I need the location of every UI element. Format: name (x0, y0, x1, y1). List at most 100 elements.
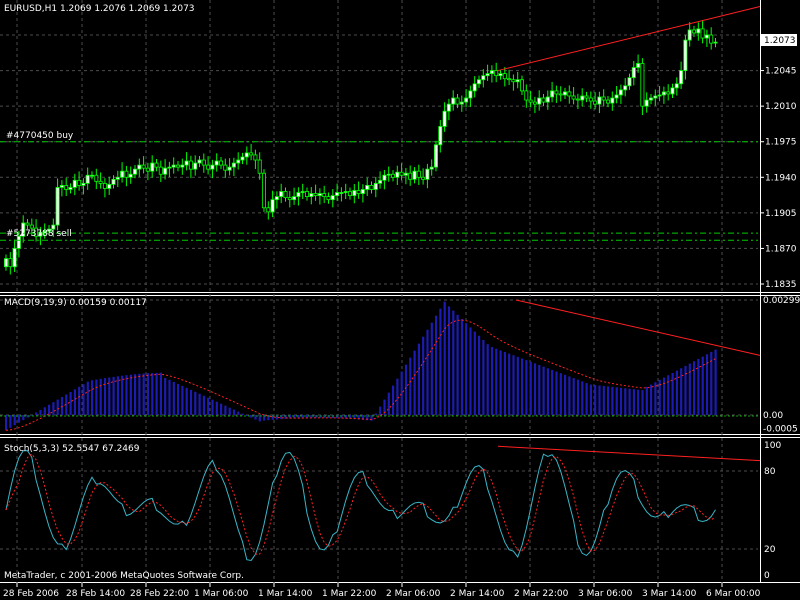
macd-histogram-bar (701, 356, 704, 415)
macd-histogram-bar (207, 397, 210, 415)
candle-body (451, 97, 456, 105)
candle-body (8, 258, 13, 268)
macd-histogram-bar (435, 315, 438, 415)
candle-body (614, 94, 619, 99)
stochastic-trendline (497, 445, 761, 462)
macd-histogram-bar (568, 376, 571, 415)
macd-histogram-bar (589, 384, 592, 415)
candle-body (528, 99, 533, 103)
candle-body (16, 235, 21, 249)
candle-body (197, 159, 202, 164)
candle-body (107, 183, 112, 189)
macd-histogram-bar (69, 391, 72, 415)
candle-body (214, 160, 219, 166)
macd-histogram-bar (211, 399, 214, 415)
candle-body (481, 75, 486, 81)
macd-histogram-bar (263, 415, 266, 421)
candle-body (330, 195, 335, 201)
macd-histogram-bar (658, 379, 661, 415)
macd-histogram-bar (680, 368, 683, 415)
stochastic-pane[interactable] (5, 450, 716, 562)
macd-histogram-bar (490, 347, 494, 415)
macd-histogram-bar (465, 323, 468, 415)
candle-body (489, 70, 494, 75)
candle-body (292, 196, 297, 201)
candle-body (485, 73, 490, 77)
macd-histogram-bar (181, 385, 184, 415)
candle-body (253, 154, 258, 161)
macd-histogram-bar (645, 386, 648, 415)
time-tick-label: 2 Mar 22:00 (514, 589, 569, 599)
price-tick-label: 1.2045 (765, 67, 797, 77)
candle-body (476, 79, 481, 85)
macd-histogram-bar (607, 386, 610, 415)
candle-body (59, 185, 64, 188)
macd-histogram-bar (48, 404, 51, 415)
candle-body (554, 90, 559, 95)
candle-body (244, 152, 249, 158)
macd-trendline (515, 299, 761, 356)
candle-body (141, 164, 146, 169)
candle-body (261, 172, 266, 209)
macd-histogram-bar (469, 327, 472, 415)
time-axis: 28 Feb 2006 28 Feb 14:00 28 Feb 22:00 1 Mar… (3, 583, 761, 599)
candle-body (132, 168, 137, 175)
trendlines[interactable] (497, 6, 761, 462)
macd-histogram-bar (177, 383, 180, 415)
macd-histogram-bar (26, 415, 29, 418)
macd-histogram-bar (142, 373, 145, 415)
candle-body (98, 180, 103, 184)
candle-body (580, 95, 585, 101)
macd-histogram-bar (103, 378, 107, 415)
macd-histogram-bar (585, 382, 588, 415)
macd-histogram-bar (349, 415, 352, 419)
candle-body (25, 222, 30, 226)
candle-body (42, 230, 47, 233)
macd-histogram-bar (675, 370, 678, 415)
macd-histogram-bar (164, 377, 167, 415)
macd-histogram-bar (232, 409, 236, 415)
candle-body (85, 174, 90, 184)
candle-body (584, 95, 589, 99)
current-price-marker (761, 34, 797, 46)
macd-histogram-bar (379, 406, 382, 415)
macd-histogram-bar (271, 415, 274, 420)
macd-histogram-bar (516, 356, 519, 415)
macd-histogram-bar (168, 379, 171, 415)
macd-histogram-bar (78, 386, 81, 415)
macd-histogram-bar (30, 415, 33, 416)
candle-body (128, 173, 133, 178)
candle-body (12, 248, 17, 268)
candle-body (373, 182, 378, 190)
macd-pane[interactable] (0, 301, 758, 431)
candle-body (218, 160, 223, 166)
order-lines[interactable] (0, 141, 758, 241)
macd-histogram-bar (134, 374, 137, 415)
time-tick-label: 6 Mar 00:00 (706, 589, 761, 599)
price-pane[interactable] (4, 19, 718, 275)
candle-body (494, 70, 499, 77)
candle-body (279, 191, 284, 197)
macd-histogram-bar (344, 415, 347, 419)
macd-histogram-bar (237, 411, 240, 415)
candle-body (395, 171, 400, 178)
macd-histogram-bar (404, 364, 408, 415)
macd-histogram-bar (598, 385, 601, 415)
macd-histogram-bar (693, 361, 696, 415)
candle-body (77, 179, 82, 186)
macd-histogram-bar (52, 402, 55, 415)
candle-body (502, 73, 507, 80)
macd-signal-line (5, 319, 716, 431)
macd-histogram-bar (387, 392, 390, 415)
macd-histogram-bar (637, 389, 640, 415)
candle-body (606, 99, 611, 104)
candle-body (120, 170, 125, 178)
candle-body (696, 28, 701, 34)
macd-histogram-bar (546, 368, 549, 415)
candle-body (365, 185, 370, 190)
price-tick-label: 1.1975 (765, 138, 797, 148)
candle-body (442, 110, 447, 127)
macd-histogram-bar (250, 415, 253, 418)
time-tick-label: 28 Feb 22:00 (130, 589, 189, 599)
